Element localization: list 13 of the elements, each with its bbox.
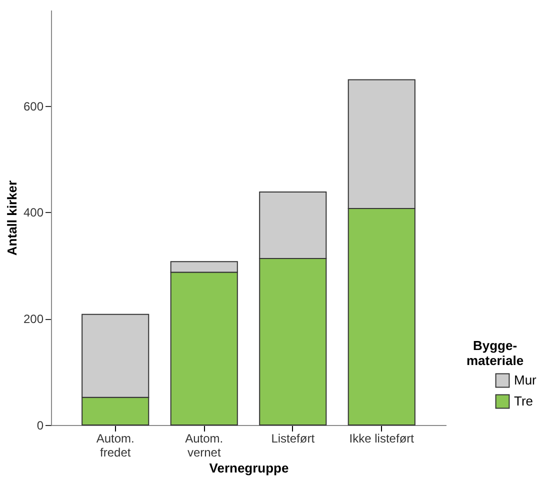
x-tick-label: Autom. fredet <box>96 432 134 460</box>
x-tick-label: Ikke listeført <box>349 432 415 446</box>
legend-label: Tre <box>514 394 534 408</box>
x-tick-label: Listeført <box>271 432 316 446</box>
y-tick-label: 0 <box>36 418 44 432</box>
legend-label: Mur <box>514 372 538 388</box>
y-axis-title: Antall kirker <box>4 180 20 256</box>
x-axis-title: Vernegruppe <box>209 460 289 476</box>
y-tick-label: 200 <box>23 312 44 326</box>
y-tick-label: 600 <box>23 99 44 114</box>
x-tick-label: Autom. vernet <box>185 432 224 460</box>
y-tick-label: 400 <box>23 206 44 220</box>
legend-title: Bygge- materiale <box>466 338 524 368</box>
